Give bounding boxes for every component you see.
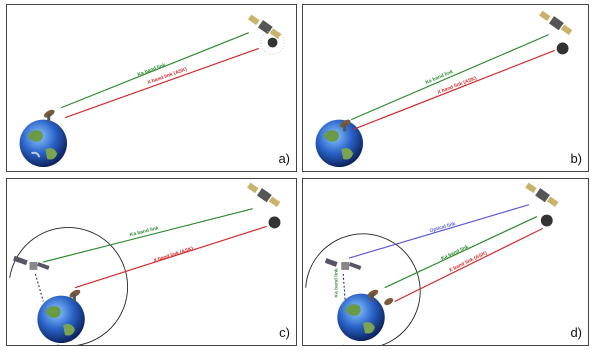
- relay-orbit-circle: [9, 227, 129, 345]
- panel-label: a): [278, 151, 290, 166]
- relay-satellite-icon: [324, 258, 362, 270]
- ground-station-icon: [43, 109, 55, 122]
- spacecraft-icon: [525, 182, 559, 227]
- relay-ka-band-link-label: Ka band link: [333, 268, 339, 298]
- ka-band-link-line: [60, 32, 250, 109]
- earth-icon: [19, 119, 68, 168]
- panel-b: Ka band link X band link (ASK) b): [302, 4, 589, 172]
- panel-c: Ka band link X band link (ASK) c): [6, 178, 297, 346]
- panel-label: c): [279, 325, 290, 340]
- x-band-link-line: [64, 47, 259, 119]
- relay-downlink-line: [34, 273, 44, 302]
- ka-band-link-label: Ka band link: [440, 244, 469, 262]
- optical-link-label: Optical link: [429, 221, 456, 234]
- ground-station-icon: [367, 289, 394, 306]
- x-band-link-line: [394, 227, 544, 303]
- earth-icon: [37, 295, 85, 344]
- panel-d: Optical link Ka band link X band link (A…: [302, 178, 589, 346]
- ka-band-link-line: [43, 208, 253, 263]
- panel-d-diagram: Optical link Ka band link X band link (A…: [305, 182, 559, 345]
- panel-a-diagram: Ka band link X band link (ASK): [19, 14, 285, 168]
- spacecraft-icon: [539, 10, 573, 55]
- ground-station-icon: [69, 289, 81, 302]
- relay-downlink-line: [342, 273, 346, 302]
- panel-c-diagram: Ka band link X band link (ASK): [9, 182, 281, 345]
- panel-label: d): [570, 325, 582, 340]
- ka-band-link-line: [350, 34, 549, 121]
- x-band-link-label: X band link (ASK): [153, 246, 195, 264]
- spacecraft-icon: [248, 14, 285, 55]
- optical-link-line: [348, 204, 530, 259]
- panel-label: b): [570, 151, 582, 166]
- earth-icon: [315, 119, 363, 168]
- earth-icon: [337, 293, 385, 342]
- relay-satellite-icon: [13, 255, 50, 270]
- relay-orbit-circle: [305, 233, 421, 345]
- ka-band-link-line: [384, 216, 538, 289]
- ground-station-icon: [339, 119, 351, 132]
- panel-a: Ka band link X band link (ASK) a): [6, 4, 297, 172]
- x-band-link-line: [74, 225, 267, 289]
- x-band-link-line: [352, 49, 555, 131]
- panel-b-diagram: Ka band link X band link (ASK): [315, 10, 573, 168]
- spacecraft-icon: [247, 182, 281, 229]
